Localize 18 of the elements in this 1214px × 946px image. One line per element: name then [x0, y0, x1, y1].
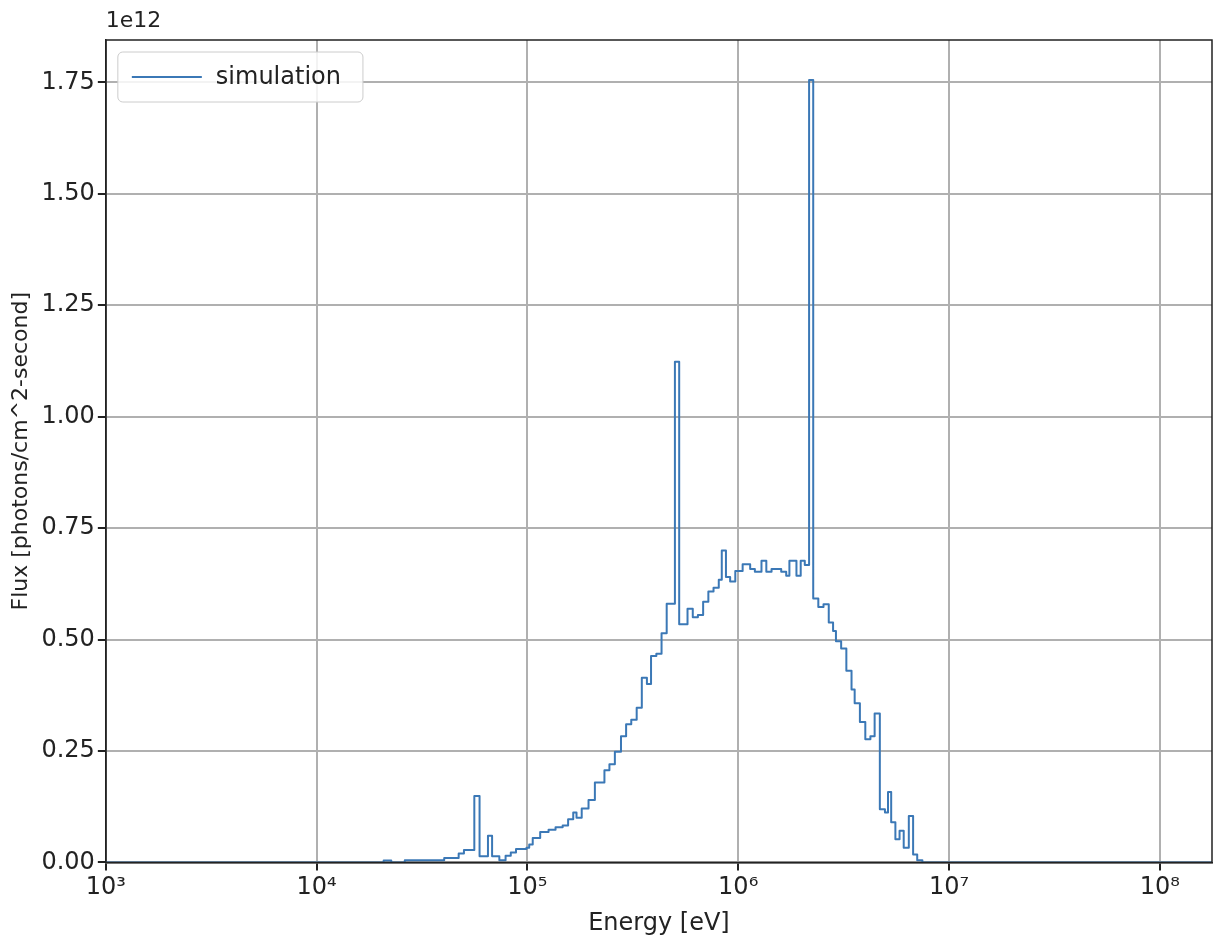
- text: 1e12: [105, 6, 162, 32]
- y-axis-title: Flux [photons/cm^2-second]: [6, 291, 32, 611]
- x-tick-label: 10³: [85, 872, 126, 901]
- y-tick-label: 1.50: [41, 178, 95, 207]
- x-tick-label: 10⁸: [1139, 872, 1180, 901]
- y-tick-label: 0.00: [41, 846, 95, 875]
- legend-label: simulation: [215, 62, 341, 91]
- y-tick-label: 1.00: [41, 400, 95, 429]
- y-tick-label: 1.25: [41, 289, 95, 318]
- y-tick-label: 0.75: [41, 512, 95, 541]
- y-tick-label: 0.50: [41, 623, 95, 652]
- y-tick-label: 0.25: [41, 735, 95, 764]
- x-tick-label: 10⁷: [928, 872, 970, 901]
- x-tick-label: 10⁵: [507, 872, 548, 901]
- x-axis-title: Energy [eV]: [588, 907, 730, 936]
- y-tick-label: 1.75: [41, 66, 95, 95]
- x-tick-label: 10⁶: [718, 872, 759, 901]
- x-tick-label: 10⁴: [296, 872, 337, 901]
